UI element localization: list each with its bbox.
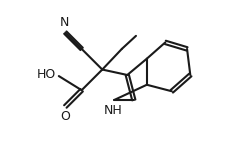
Text: HO: HO (36, 68, 55, 82)
Text: NH: NH (104, 104, 122, 117)
Text: N: N (59, 16, 69, 29)
Text: O: O (60, 110, 70, 123)
